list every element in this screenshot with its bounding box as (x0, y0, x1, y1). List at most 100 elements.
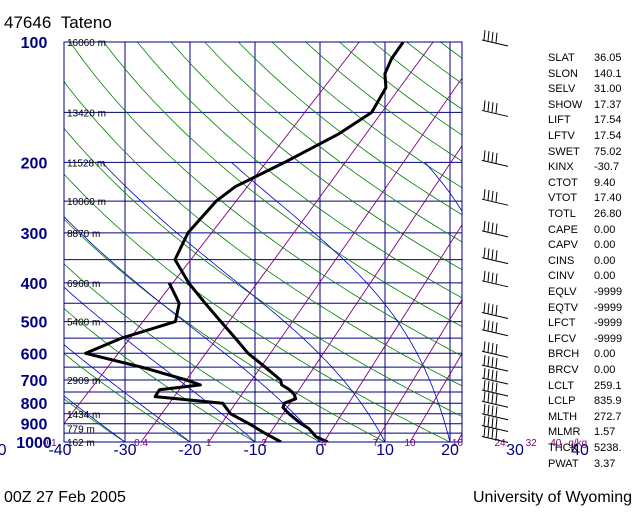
wind-barb-flag (483, 270, 486, 281)
index-key: LCLT (548, 379, 575, 392)
wind-barb-flag (487, 320, 490, 331)
plot-area (64, 42, 462, 442)
wind-barb-flag (483, 415, 486, 426)
wind-barb-flag (495, 103, 498, 114)
temperature-tick-label: 0 (316, 442, 325, 459)
wind-barb-flag (487, 427, 490, 438)
wind-barb-flag (495, 322, 498, 333)
station-title: 47646 Tateno (4, 13, 112, 33)
index-value: 36.05 (594, 52, 622, 64)
wind-barb (481, 367, 509, 385)
index-value: 5238. (594, 442, 622, 454)
height-label: 2909 m (67, 376, 100, 387)
index-value: -30.7 (594, 161, 620, 174)
index-value: 31.00 (594, 83, 622, 96)
index-value: 140.1 (594, 67, 622, 80)
wind-barb-shaft (481, 389, 509, 397)
wind-barb-flag (495, 223, 498, 234)
wind-barb-flag (487, 271, 490, 282)
wind-barb-flag (483, 247, 486, 258)
wind-barb-shaft (481, 39, 509, 47)
index-value: 17.37 (594, 98, 622, 111)
mixing-ratio-line (208, 77, 462, 442)
wind-barb-flag (491, 152, 494, 163)
wind-barb-flag (495, 357, 498, 368)
index-key: PWAT (548, 457, 579, 470)
wind-barb-flag (491, 381, 494, 392)
dry-adiabat (103, 42, 462, 328)
wind-barb-flag (487, 404, 490, 415)
mixing-ratio-line (64, 42, 360, 425)
wind-barb-flag (491, 428, 494, 439)
dry-adiabat (64, 218, 386, 442)
wind-barb-flag (483, 379, 486, 391)
wind-barb (481, 29, 509, 47)
pressure-tick-label: 900 (21, 417, 48, 434)
wind-barb-flag (491, 222, 494, 233)
mixing-ratio-line (140, 42, 434, 442)
wind-barb (481, 319, 509, 337)
wind-barb (481, 355, 509, 372)
wind-barb-flag (483, 341, 486, 352)
wind-barb-flag (483, 367, 486, 379)
wind-barb-flag (487, 303, 490, 314)
index-key: LFCT (548, 317, 576, 330)
wind-barb-flag (483, 150, 486, 161)
index-value: 3.37 (594, 457, 616, 470)
moist-adiabat (64, 344, 191, 442)
wind-barb-flag (495, 429, 498, 440)
dry-adiabat (170, 42, 462, 271)
wind-barb-shaft (481, 230, 509, 238)
mixing-ratio-label: 40 (550, 438, 562, 449)
moist-adiabat (64, 395, 126, 442)
wind-barb-flag (483, 355, 486, 366)
wind-barb (481, 426, 509, 443)
wind-barb-flag (495, 305, 498, 316)
temperature-tick-label: -30 (113, 442, 136, 459)
wind-barb-flag (495, 393, 498, 404)
mixing-ratio-line (375, 298, 462, 442)
wind-barb-flag (491, 356, 494, 368)
pressure-tick-label: 300 (21, 226, 48, 243)
index-value: 0.00 (594, 239, 616, 252)
wind-barb-flag (495, 191, 498, 202)
wind-barb-flag (483, 391, 486, 402)
mixing-ratio-label: 0.4 (134, 438, 148, 449)
index-key: KINX (548, 161, 574, 174)
wind-barb-flag (491, 392, 494, 404)
wind-barb (481, 100, 509, 117)
dry-adiabat (69, 42, 462, 357)
index-value: 0.00 (594, 254, 616, 267)
index-key: LIFT (548, 114, 571, 127)
wind-barb-flag (487, 221, 490, 232)
pressure-tick-label: 700 (21, 373, 48, 390)
wind-barb-flag (483, 100, 486, 111)
moist-adiabat (64, 216, 321, 442)
wind-barb-flag (487, 356, 490, 367)
index-key: EQLV (548, 286, 577, 298)
wind-barb-shaft (481, 280, 509, 288)
index-key: SELV (548, 83, 576, 96)
mixing-ratio-label: 24 (494, 438, 506, 449)
index-value: 0.00 (594, 364, 616, 376)
wind-barb-flag (483, 426, 486, 437)
dry-adiabat (64, 127, 462, 417)
wind-barb (481, 302, 509, 319)
wind-barb (481, 379, 509, 397)
wind-barb-flag (483, 302, 486, 313)
dry-adiabat (64, 308, 256, 442)
wind-barb (481, 150, 509, 167)
dry-adiabat (64, 398, 126, 442)
moist-adiabat (101, 162, 386, 442)
index-key: CINS (548, 254, 575, 267)
wind-barb (481, 391, 509, 408)
index-value: -9999 (594, 301, 623, 314)
mixing-ratio-line (323, 223, 462, 442)
index-key: VTOT (548, 192, 578, 205)
mixing-ratio-line (409, 352, 462, 442)
index-value: -9999 (594, 286, 623, 298)
wind-barb-flag (487, 368, 490, 379)
index-key: BRCH (548, 348, 580, 361)
wind-barb-flag (487, 30, 490, 41)
dry-adiabat (305, 42, 462, 162)
